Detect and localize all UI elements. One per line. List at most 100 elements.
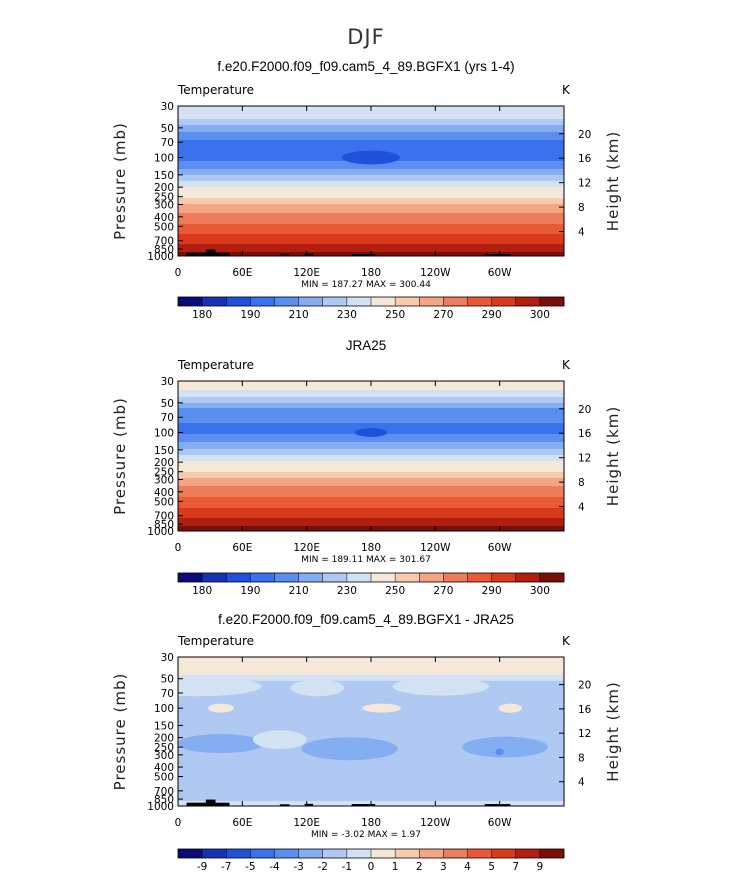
contour-band (178, 778, 564, 780)
colorbar-label: 7 (512, 861, 519, 872)
contour-band (178, 128, 564, 130)
contour-band (178, 769, 564, 771)
contour-band (178, 794, 564, 796)
colorbar-swatch (298, 849, 324, 858)
contour-band (178, 765, 564, 767)
contour-band (178, 734, 564, 737)
contour-band (178, 677, 564, 680)
contour-band (178, 666, 564, 669)
contour-band (178, 409, 564, 411)
contour-band (178, 680, 564, 683)
colorbar-label: -1 (342, 861, 352, 872)
contour-band (178, 696, 564, 699)
contour-band (178, 393, 564, 395)
contour-band (178, 795, 564, 797)
contour-band (178, 403, 564, 405)
contour-band (178, 786, 564, 788)
colorbar-label: 5 (488, 861, 495, 872)
field (178, 381, 564, 531)
contour-band (178, 699, 564, 702)
x-tick-label: 120W (420, 267, 451, 279)
colorbar-label: 250 (385, 309, 405, 321)
contour-band (178, 199, 564, 201)
x-tick-label: 120E (293, 817, 320, 829)
contour-band (178, 790, 564, 792)
colorbar-label: 190 (240, 585, 260, 597)
y-tick-label: 50 (161, 398, 174, 410)
contour-band (178, 797, 564, 799)
colorbar-label: 270 (433, 585, 453, 597)
contour-band (178, 147, 564, 149)
contour-band (178, 454, 564, 456)
contour-band (178, 522, 564, 524)
contour-band (178, 464, 564, 466)
contour-band (178, 783, 564, 785)
colorbar-label: 9 (537, 861, 544, 872)
contour-band (178, 661, 564, 664)
x-tick-label: 180 (361, 267, 381, 279)
x-tick-label: 120E (293, 542, 320, 554)
contour-band (178, 408, 564, 410)
y-tick-label: 400 (154, 487, 174, 499)
contour-band (178, 119, 564, 121)
contour-band (178, 122, 564, 124)
field (178, 657, 564, 806)
colorbar-label: -5 (245, 861, 255, 872)
contour-band (178, 406, 564, 408)
terrain-mask (279, 254, 290, 256)
contour-band (178, 524, 564, 526)
colorbar-swatch (322, 573, 348, 582)
y-tick-label: 500 (154, 221, 174, 233)
contour-band (178, 686, 564, 689)
contour-band (178, 718, 564, 721)
contour-band (178, 196, 564, 198)
contour-band (178, 490, 564, 492)
contour-band (178, 713, 564, 716)
contour-band (178, 184, 564, 186)
contour-band (178, 493, 564, 495)
contour-band (178, 390, 564, 392)
contour-band (178, 515, 564, 517)
contour-band (178, 725, 564, 728)
contour-band (178, 401, 564, 403)
contour-band (178, 760, 564, 762)
height-tick-label: 4 (578, 502, 585, 514)
height-tick-label: 12 (578, 728, 591, 740)
contour-band (178, 133, 564, 135)
contour-band (178, 471, 564, 473)
height-tick-label: 16 (578, 704, 592, 716)
contour-band (178, 132, 564, 134)
contour-band (178, 418, 564, 420)
x-tick-label: 120E (293, 267, 320, 279)
contour-band (178, 497, 564, 499)
contour-band (178, 664, 564, 667)
x-tick-label: 120W (420, 817, 451, 829)
contour-band (178, 701, 564, 704)
contour-band (178, 477, 564, 479)
y-tick-label: 150 (154, 720, 174, 732)
contour-band (178, 149, 564, 151)
contour-band (178, 507, 564, 509)
contour-band (178, 716, 564, 719)
contour-band (178, 799, 564, 801)
colorbar-label: 190 (240, 309, 260, 321)
contour-band (178, 183, 564, 185)
contour-band (178, 142, 564, 144)
x-tick-label: 60W (488, 817, 512, 829)
contour-band (178, 491, 564, 493)
contour-band (178, 505, 564, 507)
contour-band (178, 465, 564, 467)
contour-band (178, 796, 564, 798)
contour-band (178, 732, 564, 735)
contour-band (178, 721, 564, 724)
colorbar-swatch (274, 849, 299, 858)
colorbar-swatch (467, 849, 492, 858)
colorbar-swatch (395, 849, 420, 858)
contour-band (178, 223, 564, 225)
colorbar-swatch (515, 573, 541, 582)
y-tick-label: 300 (154, 199, 174, 211)
contour-band (178, 171, 564, 173)
contour-band (178, 452, 564, 454)
variable-label: Temperature (177, 83, 254, 97)
colorbar-swatch (202, 849, 227, 858)
